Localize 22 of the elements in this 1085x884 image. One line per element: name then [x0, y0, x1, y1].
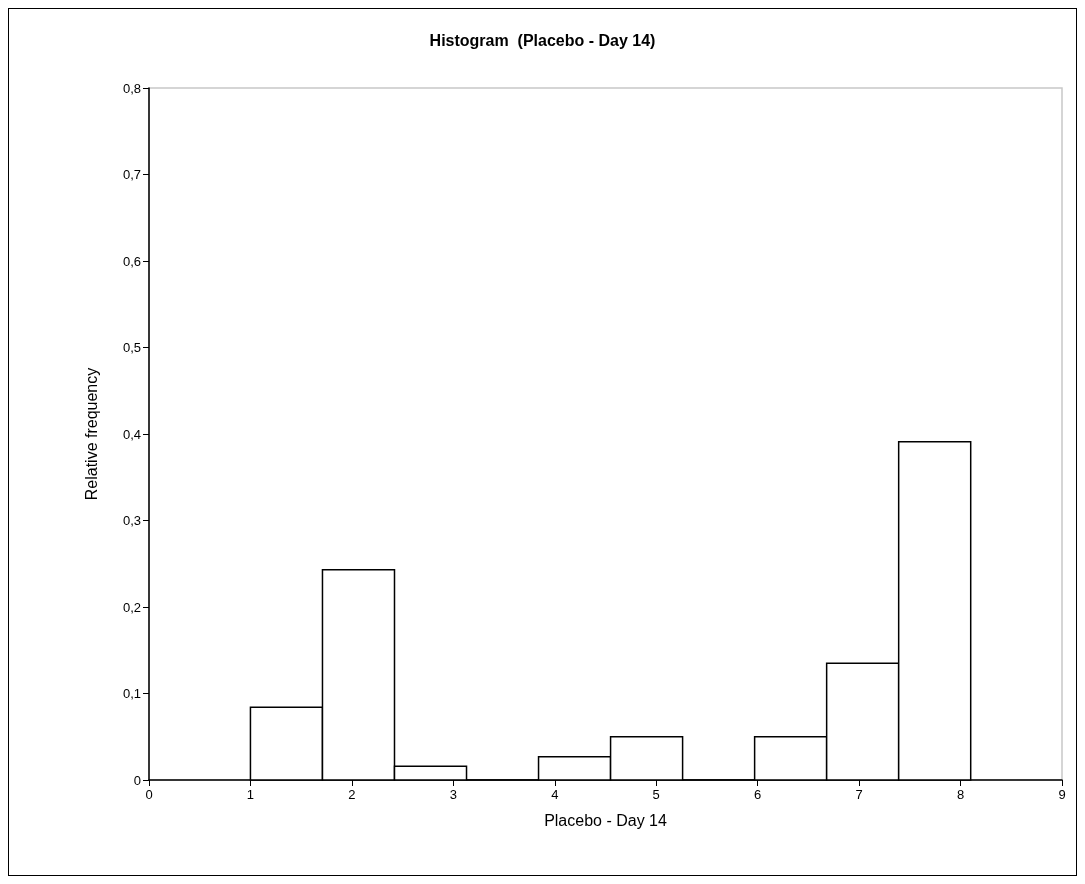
- y-tick-label: 0,6: [122, 253, 141, 269]
- y-tick-label: 0,3: [122, 513, 141, 528]
- x-tick-label: 8: [956, 787, 965, 802]
- x-tick-label: 7: [855, 787, 863, 802]
- x-tick-label: 0: [145, 787, 153, 802]
- y-tick-label: 0,1: [122, 686, 141, 701]
- y-tick-label: 0,2: [122, 599, 141, 615]
- y-tick-label: 0,5: [122, 340, 141, 355]
- x-axis-title: Placebo - Day 14: [544, 811, 667, 829]
- x-tick-label: 1: [246, 787, 255, 802]
- y-tick-label: 0,8: [122, 80, 141, 96]
- x-tick-label: 3: [449, 787, 457, 802]
- y-tick-label: 0,7: [122, 167, 141, 182]
- y-axis-title: Relative frequency: [82, 367, 100, 501]
- x-tick-label: 9: [1058, 787, 1066, 802]
- y-tick-label: 0,4: [122, 426, 141, 442]
- y-tick-label: 0: [133, 772, 141, 788]
- x-tick-label: 6: [754, 787, 762, 802]
- x-tick-label: 4: [551, 787, 559, 802]
- chart-title: Histogram (Placebo - Day 14): [429, 31, 656, 49]
- x-tick-label: 5: [652, 787, 660, 802]
- x-tick-label: 2: [348, 787, 356, 802]
